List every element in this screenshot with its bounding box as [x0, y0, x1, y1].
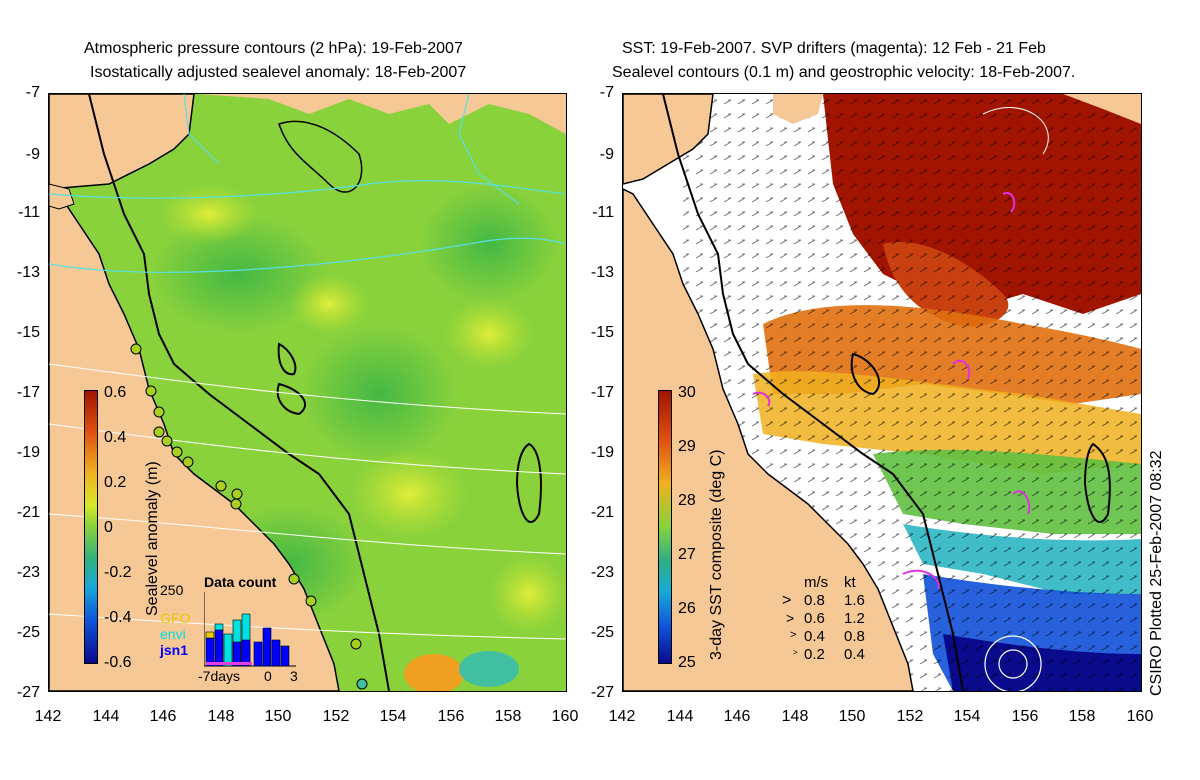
velocity-legend-kt: 1.2 — [844, 610, 865, 627]
left-y-tick: -27 — [16, 684, 40, 701]
left-y-tick: -13 — [16, 264, 40, 281]
right-title-line1: SST: 19-Feb-2007. SVP drifters (magenta)… — [622, 40, 1046, 57]
plot-credit: CSIRO Plotted 25-Feb-2007 08:32 — [1148, 450, 1165, 696]
left-title-line2: Isostatically adjusted sealevel anomaly:… — [90, 64, 467, 81]
right-y-tick: -23 — [590, 564, 614, 581]
sealevel-anomaly-map — [48, 93, 567, 692]
sst-colorbar-label: 3-day SST composite (deg C) — [708, 449, 725, 660]
left-x-tick: 152 — [322, 708, 350, 725]
right-y-tick: -13 — [590, 264, 614, 281]
right-x-tick: 158 — [1068, 708, 1096, 725]
velocity-legend-ms: 0.2 — [804, 646, 825, 663]
sst-colorbar — [658, 390, 672, 664]
sst-tick-26: 26 — [678, 600, 696, 617]
data-count-histogram — [204, 592, 296, 667]
cbar-tick-0.4: 0.4 — [104, 429, 127, 446]
right-y-tick: -11 — [592, 204, 614, 221]
velocity-legend-kt: 0.4 — [844, 646, 865, 663]
right-x-tick: 160 — [1126, 708, 1154, 725]
left-y-tick: -15 — [16, 324, 40, 341]
cbar-tick-neg0.4: -0.4 — [104, 609, 132, 626]
right-y-tick: -21 — [590, 504, 614, 521]
velocity-arrow-icon: > — [786, 610, 795, 626]
right-y-tick: -15 — [590, 324, 614, 341]
left-x-tick: 148 — [207, 708, 235, 725]
left-x-tick: 158 — [494, 708, 522, 725]
data-count-title: Data count — [204, 574, 277, 590]
sst-tick-29: 29 — [678, 438, 696, 455]
right-x-tick: 156 — [1011, 708, 1039, 725]
sst-tick-27: 27 — [678, 546, 696, 563]
right-x-tick: 152 — [896, 708, 924, 725]
left-title-line1: Atmospheric pressure contours (2 hPa): 1… — [84, 40, 463, 57]
cbar-tick-0.6: 0.6 — [104, 384, 127, 401]
velocity-arrow-icon: > — [793, 648, 798, 657]
left-x-tick: 160 — [551, 708, 579, 725]
left-y-tick: -21 — [16, 504, 40, 521]
right-y-tick: -25 — [590, 624, 614, 641]
legend-gfo: GFO — [160, 610, 191, 626]
legend-envi: envi — [160, 626, 186, 642]
velocity-legend-kt-header: kt — [844, 574, 856, 591]
right-title-line2: Sealevel contours (0.1 m) and geostrophi… — [612, 64, 1076, 81]
right-y-tick: -27 — [590, 684, 614, 701]
velocity-legend-ms: 0.6 — [804, 610, 825, 627]
left-y-tick: -25 — [16, 624, 40, 641]
left-x-tick: 144 — [92, 708, 120, 725]
left-y-tick: -7 — [25, 84, 40, 101]
right-y-tick: -19 — [590, 444, 614, 461]
velocity-arrow-icon: > — [790, 629, 797, 641]
sealevel-colorbar — [84, 390, 98, 664]
sst-tick-28: 28 — [678, 492, 696, 509]
left-y-tick: -23 — [16, 564, 40, 581]
velocity-legend-kt: 1.6 — [844, 592, 865, 609]
left-x-tick: 154 — [379, 708, 407, 725]
velocity-arrow-icon: > — [782, 592, 792, 609]
cbar-tick-0: 0 — [104, 519, 113, 536]
legend-jsn1: jsn1 — [160, 642, 189, 658]
velocity-legend-ms-header: m/s — [804, 574, 829, 591]
right-x-tick: 150 — [838, 708, 866, 725]
left-x-tick: 150 — [264, 708, 292, 725]
left-y-tick: -17 — [16, 384, 40, 401]
velocity-legend-ms: 0.4 — [804, 628, 825, 645]
cbar-tick-neg0.2: -0.2 — [104, 564, 132, 581]
data-count-ymax: 250 — [160, 582, 184, 598]
cbar-tick-0.2: 0.2 — [104, 474, 127, 491]
cbar-tick-neg0.6: -0.6 — [104, 654, 132, 671]
right-y-tick: -17 — [590, 384, 614, 401]
right-x-tick: 142 — [608, 708, 636, 725]
right-x-tick: 144 — [666, 708, 694, 725]
left-y-tick: -11 — [18, 204, 40, 221]
left-y-tick: -19 — [16, 444, 40, 461]
velocity-legend-kt: 0.8 — [844, 628, 865, 645]
right-x-tick: 148 — [781, 708, 809, 725]
sst-tick-25: 25 — [678, 654, 696, 671]
right-x-tick: 146 — [723, 708, 751, 725]
inset-x-label-minus7: -7days — [198, 668, 241, 684]
left-y-tick: -9 — [25, 146, 40, 163]
left-x-tick: 142 — [34, 708, 62, 725]
right-y-tick: -9 — [599, 146, 614, 163]
velocity-legend-ms: 0.8 — [804, 592, 825, 609]
left-x-tick: 146 — [149, 708, 177, 725]
inset-x-label-0: 0 — [264, 668, 272, 684]
right-y-tick: -7 — [599, 84, 614, 101]
right-x-tick: 154 — [953, 708, 981, 725]
sst-tick-30: 30 — [678, 384, 696, 401]
inset-x-label-3: 3 — [290, 668, 298, 684]
sst-map — [622, 93, 1142, 692]
data-count-inset: Data count 250 GFO envi jsn1 -7days 0 3 — [158, 574, 298, 684]
left-x-tick: 156 — [437, 708, 465, 725]
